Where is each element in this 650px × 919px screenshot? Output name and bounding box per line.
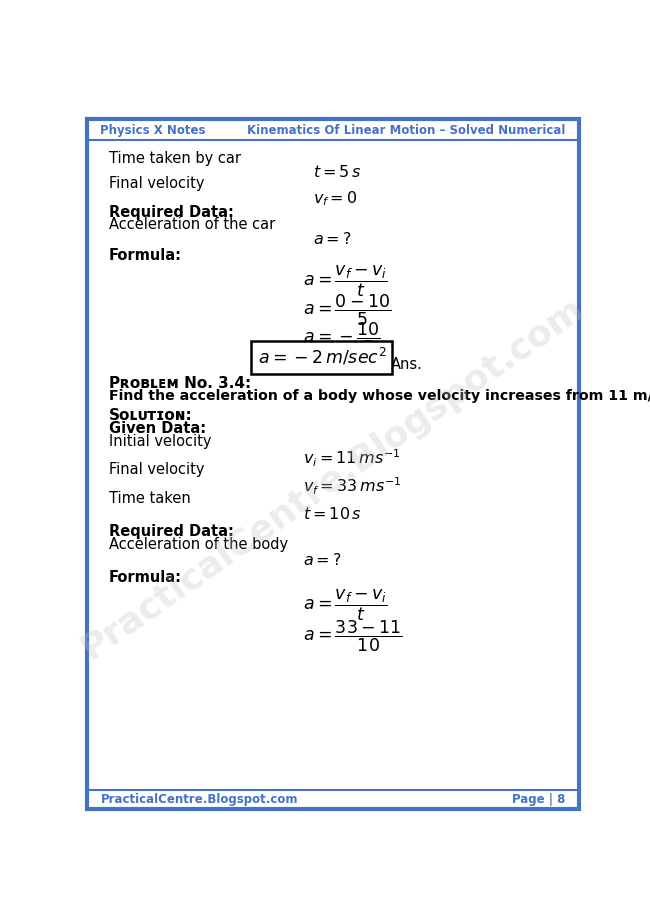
Text: $v_f = 0$: $v_f = 0$ [313,188,358,208]
Text: Formula:: Formula: [109,247,182,263]
Text: Required Data:: Required Data: [109,205,234,221]
Text: Time taken by car: Time taken by car [109,152,241,166]
Text: $a = \dfrac{33 - 11}{10}$: $a = \dfrac{33 - 11}{10}$ [303,619,402,654]
Text: Formula:: Formula: [109,570,182,584]
Text: $a =?$: $a =?$ [313,232,352,247]
Text: $a =?$: $a =?$ [303,551,342,568]
Text: Final velocity: Final velocity [109,176,205,191]
Text: Page | 8: Page | 8 [512,793,566,806]
Text: $a = -2\,m/sec^2$: $a = -2\,m/sec^2$ [257,346,386,368]
Text: $a = \dfrac{v_f - v_i}{t}$: $a = \dfrac{v_f - v_i}{t}$ [303,587,387,623]
Text: Find the acceleration of a body whose velocity increases from 11 m/s⁻¹ to 33 ms⁻: Find the acceleration of a body whose ve… [109,389,650,403]
Text: Pʀᴏʙʟᴇᴍ Nᴏ. 3.4:: Pʀᴏʙʟᴇᴍ Nᴏ. 3.4: [109,377,251,391]
Text: PracticalCentre.Blogspot.com: PracticalCentre.Blogspot.com [100,793,298,806]
Text: $a = -\dfrac{10}{5}$: $a = -\dfrac{10}{5}$ [303,321,380,356]
Text: $t = 10\,s$: $t = 10\,s$ [303,505,362,522]
Text: $a = \dfrac{v_f - v_i}{t}$: $a = \dfrac{v_f - v_i}{t}$ [303,264,387,300]
FancyBboxPatch shape [87,119,579,810]
Text: Ans.: Ans. [391,357,423,372]
Text: Sᴏʟᴜᴛɪᴏɴ:: Sᴏʟᴜᴛɪᴏɴ: [109,408,192,423]
Text: Physics X Notes: Physics X Notes [100,124,206,137]
Text: $v_f = 33\,ms^{-1}$: $v_f = 33\,ms^{-1}$ [303,475,401,497]
Text: Kinematics Of Linear Motion – Solved Numerical: Kinematics Of Linear Motion – Solved Num… [248,124,566,137]
Text: Initial velocity: Initial velocity [109,434,211,448]
Text: Required Data:: Required Data: [109,524,234,539]
Text: Acceleration of the car: Acceleration of the car [109,217,275,233]
Text: $t = 5\,s$: $t = 5\,s$ [313,165,361,180]
Text: Acceleration of the body: Acceleration of the body [109,537,288,552]
Text: PracticalCentre.Blogspot.com: PracticalCentre.Blogspot.com [75,290,591,665]
Text: $v_i = 11\,ms^{-1}$: $v_i = 11\,ms^{-1}$ [303,448,400,469]
Text: Time taken: Time taken [109,491,190,506]
Text: $a = \dfrac{0 - 10}{5}$: $a = \dfrac{0 - 10}{5}$ [303,292,391,327]
Text: Given Data:: Given Data: [109,421,206,436]
Text: Final velocity: Final velocity [109,462,205,477]
